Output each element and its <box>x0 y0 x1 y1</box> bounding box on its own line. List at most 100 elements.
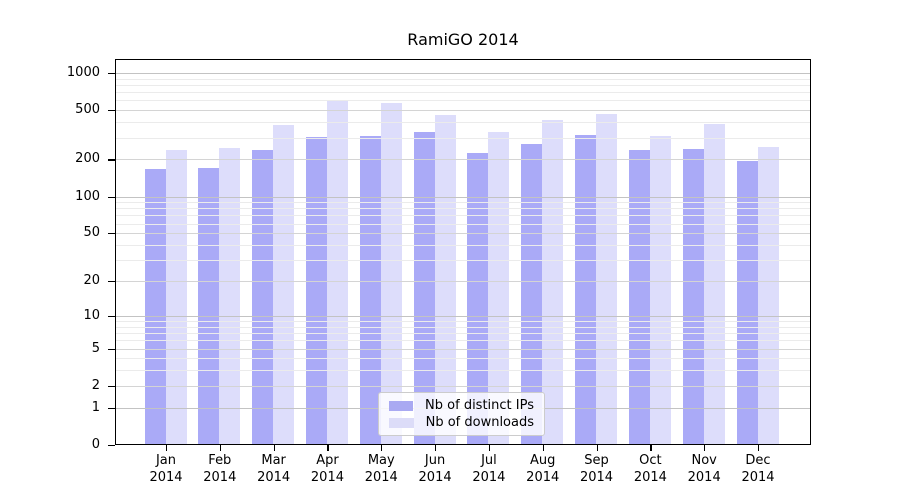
gridline <box>115 78 811 80</box>
y-tick-label: 50 <box>83 225 100 241</box>
y-axis-tick <box>108 110 115 112</box>
x-tick-month: Sep <box>584 453 609 468</box>
x-axis-tick <box>542 445 544 451</box>
gridline <box>115 100 811 102</box>
x-axis-tick <box>327 445 329 451</box>
y-axis-tick <box>108 315 115 318</box>
y-axis-tick <box>108 407 115 409</box>
x-tick-year: 2014 <box>687 470 721 485</box>
bar-distinct-ips <box>413 132 435 445</box>
y-tick-label: 10 <box>83 307 100 323</box>
bar-distinct-ips <box>682 148 704 445</box>
legend-swatch-distinct-ips-icon <box>389 400 414 411</box>
x-axis-tick <box>166 445 168 451</box>
x-tick-year: 2014 <box>364 470 398 485</box>
legend-swatch-downloads-icon <box>389 417 414 428</box>
bar-distinct-ips <box>305 136 327 445</box>
x-tick-year: 2014 <box>741 470 775 485</box>
gridline <box>115 92 811 94</box>
gridline <box>115 260 811 262</box>
x-tick-label: Aug 2014 <box>515 452 571 486</box>
legend-label-distinct-ips: Nb of distinct IPs <box>425 398 534 413</box>
x-tick-label: May 2014 <box>353 452 409 486</box>
x-tick-month: May <box>367 453 395 468</box>
legend-label-downloads: Nb of downloads <box>425 415 534 430</box>
gridline <box>115 137 811 139</box>
x-tick-label: Mar 2014 <box>246 452 302 486</box>
x-tick-month: Feb <box>208 453 232 468</box>
x-tick-month: Jan <box>155 453 177 468</box>
gridline <box>115 159 811 161</box>
x-tick-year: 2014 <box>257 470 291 485</box>
y-axis-tick <box>108 196 115 198</box>
x-axis-tick <box>219 445 221 451</box>
x-tick-year: 2014 <box>526 470 560 485</box>
x-tick-label: Apr 2014 <box>299 452 355 486</box>
bar-distinct-ips <box>628 149 650 445</box>
gridline <box>115 348 811 350</box>
gridline <box>115 326 811 328</box>
bar-downloads <box>488 132 510 445</box>
bar-distinct-ips <box>736 160 758 445</box>
bar-downloads <box>649 136 671 445</box>
bar-downloads <box>703 123 725 445</box>
gridline <box>115 122 811 124</box>
gridline <box>115 315 811 317</box>
legend-item-downloads: Nb of downloads <box>389 415 534 430</box>
y-tick-label: 5 <box>91 340 100 356</box>
gridline <box>115 202 811 204</box>
x-axis-tick <box>488 445 491 451</box>
x-tick-month: Apr <box>316 453 339 468</box>
y-axis-tick <box>108 385 115 388</box>
y-tick-label: 2 <box>91 377 100 393</box>
legend-item-distinct-ips: Nb of distinct IPs <box>389 398 534 413</box>
x-tick-year: 2014 <box>149 470 183 485</box>
x-tick-year: 2014 <box>310 470 344 485</box>
bar-downloads <box>596 114 618 445</box>
bar-distinct-ips <box>252 150 274 445</box>
gridline <box>115 208 811 210</box>
gridline <box>115 223 811 225</box>
bar-distinct-ips <box>198 168 220 445</box>
x-tick-year: 2014 <box>633 470 667 485</box>
bar-downloads <box>219 148 241 445</box>
y-axis-tick <box>108 233 115 235</box>
x-tick-label: Jun 2014 <box>407 452 463 486</box>
x-tick-label: Dec 2014 <box>730 452 786 486</box>
x-tick-year: 2014 <box>472 470 506 485</box>
x-tick-month: Aug <box>530 453 556 468</box>
gridline <box>115 321 811 323</box>
bar-distinct-ips <box>359 135 381 445</box>
y-tick-label: 0 <box>91 437 100 452</box>
x-tick-label: Nov 2014 <box>676 452 732 486</box>
gridline <box>115 85 811 86</box>
y-axis-tick <box>108 348 115 350</box>
x-tick-month: Oct <box>639 453 662 468</box>
x-axis-tick <box>435 445 437 451</box>
x-tick-month: Dec <box>745 453 771 468</box>
gridline <box>115 370 811 372</box>
x-tick-label: Sep 2014 <box>569 452 625 486</box>
x-tick-month: Nov <box>691 453 717 468</box>
x-tick-year: 2014 <box>418 470 452 485</box>
bar-distinct-ips <box>467 152 489 445</box>
x-axis-tick <box>650 445 652 451</box>
x-tick-label: Jan 2014 <box>138 452 194 486</box>
gridline <box>115 233 811 235</box>
bar-downloads <box>326 99 348 445</box>
legend: Nb of distinct IPs Nb of downloads <box>378 392 545 436</box>
x-tick-month: Mar <box>261 453 286 468</box>
gridline <box>115 385 811 387</box>
y-tick-label: 20 <box>83 273 100 289</box>
gridline <box>115 110 811 112</box>
bar-downloads <box>757 147 779 445</box>
x-tick-label: Feb 2014 <box>192 452 248 486</box>
y-tick-label: 1000 <box>66 65 100 80</box>
bar-distinct-ips <box>575 134 597 445</box>
gridline <box>115 215 811 217</box>
y-axis-tick <box>108 281 115 283</box>
y-tick-label: 500 <box>75 102 100 118</box>
x-tick-month: Jun <box>424 453 446 468</box>
y-tick-label: 200 <box>75 151 100 167</box>
